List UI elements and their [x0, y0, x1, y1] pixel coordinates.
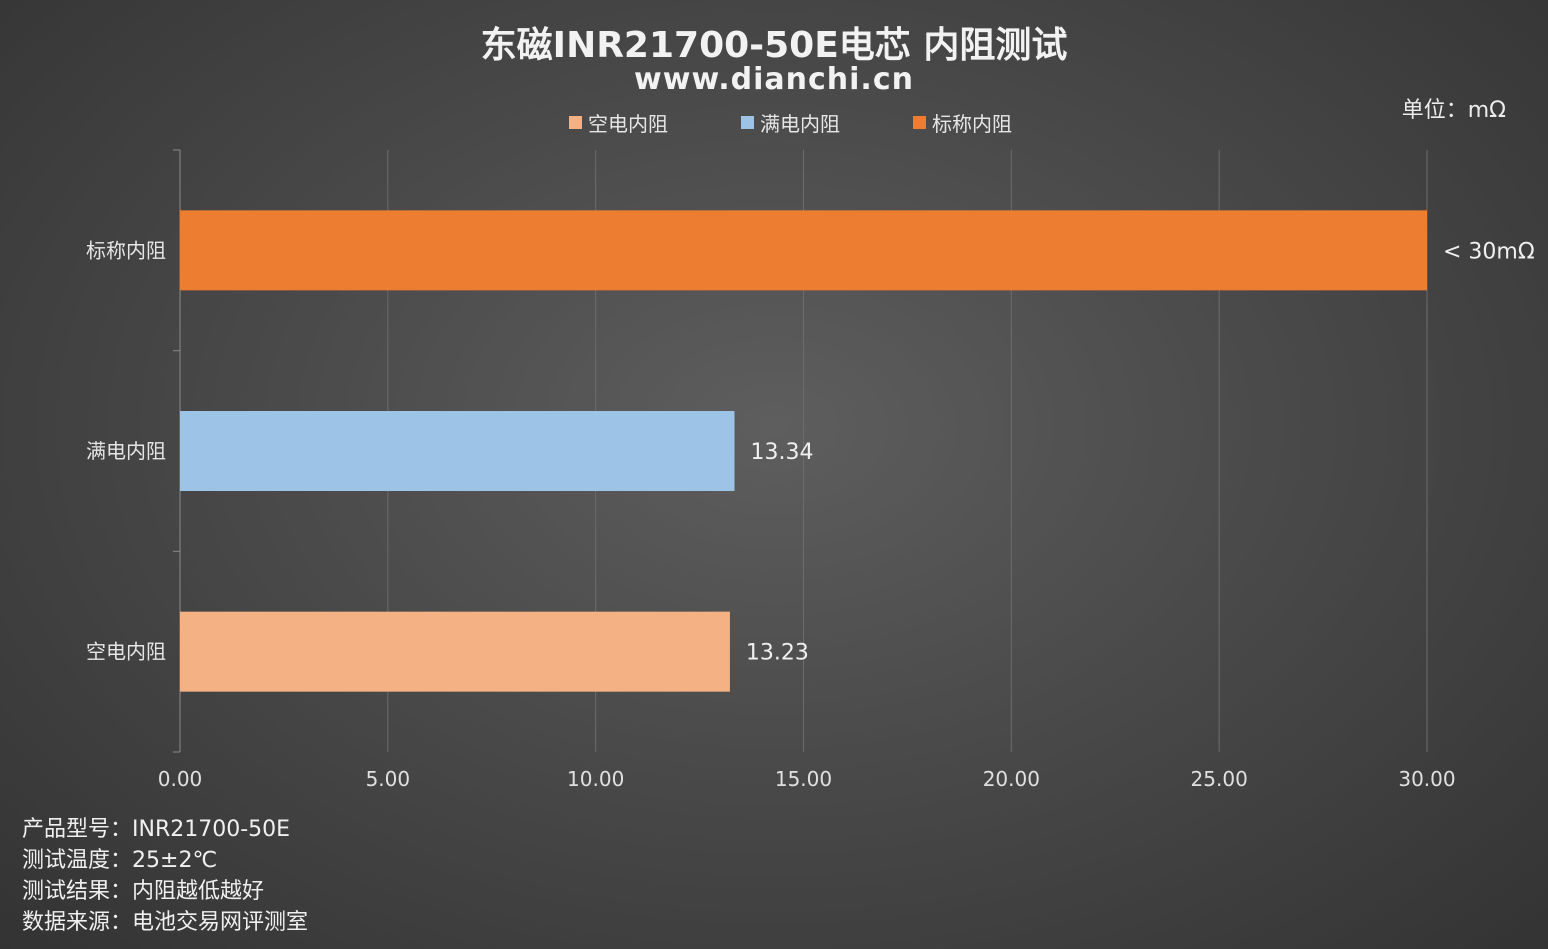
- legend-item-nominal: 标称内阻: [913, 108, 1012, 137]
- legend-swatch-empty: [569, 116, 582, 129]
- footnote-source: 数据来源：电池交易网评测室: [22, 907, 308, 938]
- x-tick-label: 30.00: [1398, 767, 1455, 791]
- footnote-label: 产品型号：: [22, 817, 133, 842]
- legend-label-empty: 空电内阻: [588, 112, 668, 136]
- legend-item-full: 满电内阻: [741, 108, 840, 137]
- x-tick-label: 10.00: [567, 767, 624, 791]
- legend-item-empty: 空电内阻: [569, 108, 668, 137]
- footnote-value: INR21700-50E: [132, 817, 291, 842]
- category-label: 空电内阻: [86, 640, 166, 664]
- chart-subtitle: www.dianchi.cn: [634, 62, 914, 97]
- x-tick-label: 0.00: [158, 767, 203, 791]
- x-tick-label: 20.00: [983, 767, 1040, 791]
- legend: 空电内阻 满电内阻 标称内阻: [0, 108, 1548, 136]
- data-label: < 30mΩ: [1443, 239, 1535, 264]
- category-label: 标称内阻: [86, 238, 166, 262]
- x-tick-label: 25.00: [1191, 767, 1248, 791]
- footnote-label: 数据来源：: [22, 910, 133, 935]
- legend-label-full: 满电内阻: [760, 112, 840, 136]
- footnote-model: 产品型号：INR21700-50E: [22, 814, 308, 845]
- footnote-value: 25±2℃: [132, 848, 218, 873]
- footnote-temperature: 测试温度：25±2℃: [22, 845, 308, 876]
- footnote-value: 内阻越低越好: [132, 879, 265, 904]
- data-label: 13.34: [750, 440, 813, 465]
- category-label: 满电内阻: [86, 439, 166, 463]
- data-label: 13.23: [746, 641, 809, 666]
- legend-swatch-nominal: [913, 116, 926, 129]
- bar: [180, 611, 730, 692]
- footnote-label: 测试结果：: [22, 879, 133, 904]
- bar: [180, 411, 735, 491]
- legend-swatch-full: [741, 116, 754, 129]
- footnotes: 产品型号：INR21700-50E 测试温度：25±2℃ 测试结果：内阻越低越好…: [22, 814, 308, 938]
- legend-label-nominal: 标称内阻: [932, 112, 1012, 136]
- x-tick-label: 15.00: [775, 767, 832, 791]
- chart-title: 东磁INR21700-50E电芯 内阻测试: [480, 25, 1068, 66]
- unit-label: 单位：mΩ: [1401, 98, 1506, 123]
- x-tick-label: 5.00: [366, 767, 411, 791]
- footnote-label: 测试温度：: [22, 848, 133, 873]
- footnote-result: 测试结果：内阻越低越好: [22, 876, 308, 907]
- bar: [180, 210, 1427, 291]
- footnote-value: 电池交易网评测室: [132, 910, 309, 935]
